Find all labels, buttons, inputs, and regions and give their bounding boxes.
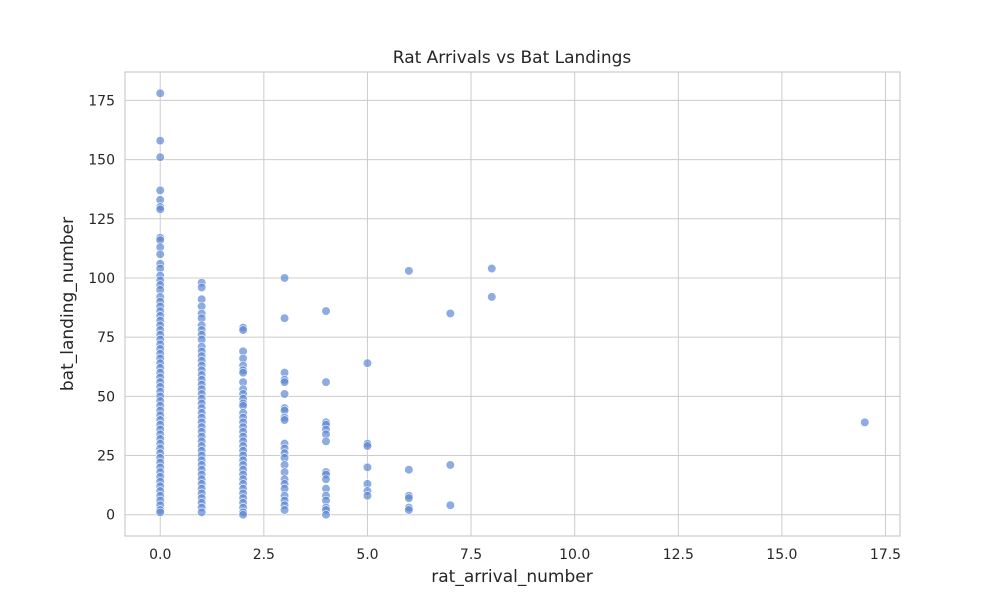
scatter-point [404, 505, 414, 515]
scatter-point [238, 325, 248, 335]
scatter-point [321, 436, 331, 446]
scatter-point [279, 377, 290, 387]
scatter-point [487, 292, 497, 302]
scatter-point [860, 417, 870, 427]
x-tick-label: 0.0 [149, 547, 171, 563]
y-tick-label: 125 [88, 212, 115, 228]
x-tick-label: 17.5 [870, 547, 901, 563]
x-axis-label: rat_arrival_number [431, 567, 592, 587]
scatter-point [445, 500, 455, 510]
scatter-point [487, 263, 497, 274]
plot-frame [124, 71, 901, 537]
scatter-point [279, 313, 290, 323]
y-tick-label: 150 [88, 153, 115, 169]
scatter-point [321, 377, 331, 387]
y-tick-label: 100 [88, 271, 115, 287]
scatter-point [197, 282, 207, 293]
scatter-point [155, 204, 165, 214]
y-tick-label: 50 [97, 389, 115, 405]
y-axis-label: bat_landing_number [58, 217, 78, 391]
data-points [155, 88, 870, 520]
scatter-point [279, 273, 290, 283]
scatter-point [404, 266, 414, 276]
scatter-point [279, 389, 290, 399]
scatter-point [155, 88, 165, 98]
chart-title: Rat Arrivals vs Bat Landings [393, 48, 632, 68]
x-tick-label: 2.5 [253, 547, 275, 563]
scatter-point [155, 507, 165, 517]
scatter-point [279, 505, 290, 515]
y-tick-label: 175 [88, 93, 115, 109]
x-tick-label: 7.5 [460, 547, 482, 563]
scatter-point [279, 415, 290, 425]
scatter-point [362, 441, 373, 451]
x-tick-label: 15.0 [766, 547, 797, 563]
y-tick-label: 75 [97, 330, 115, 346]
x-tick-label: 5.0 [356, 547, 378, 563]
scatter-point [155, 249, 165, 259]
scatter-point [321, 474, 331, 484]
scatter-point [155, 136, 165, 146]
scatter-point [362, 491, 373, 501]
scatter-point [321, 510, 331, 520]
y-tick-label: 0 [106, 508, 115, 524]
scatter-point [238, 510, 248, 520]
scatter-point [238, 368, 248, 378]
x-tick-label: 12.5 [663, 547, 694, 563]
scatter-point [445, 308, 455, 319]
grid-lines [125, 72, 900, 536]
y-tick-label: 25 [97, 449, 115, 465]
scatter-point [404, 493, 414, 503]
x-tick-label: 10.0 [559, 547, 590, 563]
scatter-point [362, 358, 373, 368]
scatter-point [404, 465, 414, 475]
scatter-point [155, 185, 165, 195]
scatter-point [155, 152, 165, 162]
scatter-point [445, 460, 455, 470]
tick-labels: 0.0 2.5 5.0 7.5 10.0 12.5 15.0 17.5 0 25 50 75 100 12… [88, 93, 901, 563]
scatter-point [197, 507, 207, 517]
scatter-point [362, 462, 373, 472]
scatter-point [321, 306, 331, 316]
